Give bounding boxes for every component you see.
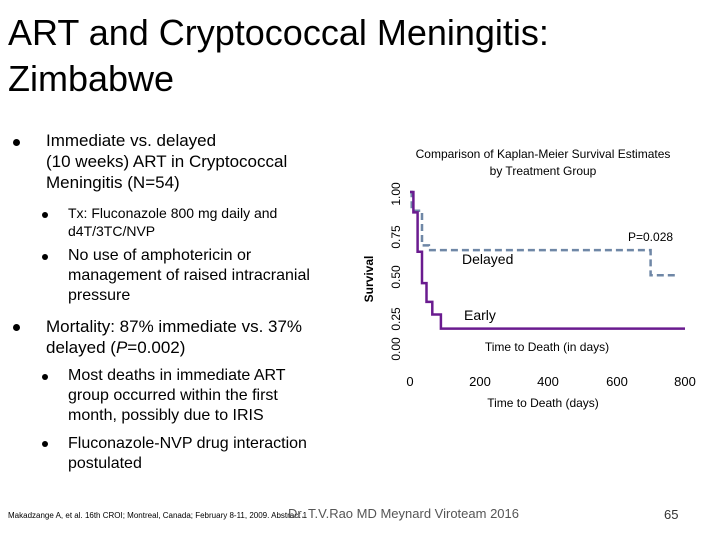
sub-bullet-1-2-line-3: pressure — [68, 287, 131, 304]
sub-bullet-1-2: No use of amphotericin or management of … — [68, 246, 310, 306]
slide-title: ART and Cryptococcal Meningitis: Zimbabw… — [8, 10, 708, 102]
bullet-2-line-2-a: delayed ( — [46, 338, 116, 357]
bullet-2-line-2-c: =0.002) — [127, 338, 186, 357]
y-tick-label: 0.75 — [389, 225, 403, 249]
x-tick-label: 200 — [469, 374, 491, 389]
bullet-2-line-1: Mortality: 87% immediate vs. 37% — [46, 317, 303, 336]
x-tick-label: 600 — [606, 374, 628, 389]
x-tick-labels: 0 200 400 600 800 — [406, 374, 695, 389]
x-tick-label: 0 — [406, 374, 413, 389]
title-line-1: ART and Cryptococcal Meningitis: — [8, 12, 549, 53]
x-tick-label: 800 — [674, 374, 696, 389]
x-axis-inner-label: Time to Death (in days) — [485, 340, 609, 354]
y-tick-label: 1.00 — [389, 182, 403, 206]
series-line-early — [410, 190, 685, 330]
p-value-annotation: P=0.028 — [628, 230, 673, 244]
series-label-early: Early — [464, 307, 496, 323]
sub-bullet-2-1-line-2: group occurred within the first — [68, 387, 278, 404]
title-line-2: Zimbabwe — [8, 58, 175, 99]
sub-bullet-1-1-line-1: Tx: Fluconazole 800 mg daily and — [68, 205, 278, 221]
bullet-1-line-1: Immediate vs. delayed — [46, 131, 217, 150]
bullet-2: Mortality: 87% immediate vs. 37% delayed… — [46, 316, 302, 358]
sub-bullet-2-1-line-3: month, possibly due to IRIS — [68, 407, 264, 424]
bullet-dot — [13, 139, 20, 146]
bullet-dot — [13, 324, 20, 331]
chart-title-line-1: Comparison of Kaplan-Meier Survival Esti… — [416, 147, 671, 161]
bullet-dot — [42, 212, 48, 218]
bullet-dot — [42, 254, 48, 260]
y-tick-label: 0.25 — [389, 307, 403, 331]
page-number: 65 — [664, 507, 679, 522]
chart-title-line-2: by Treatment Group — [490, 164, 597, 178]
sub-bullet-2-2-line-1: Fluconazole-NVP drug interaction — [68, 435, 307, 452]
footer-watermark: Dr. T.V.Rao MD Meynard Viroteam 2016 — [288, 506, 519, 521]
bullet-1-line-2: (10 weeks) ART in Cryptococcal — [46, 152, 288, 171]
sub-bullet-2-2: Fluconazole-NVP drug interaction postula… — [68, 434, 307, 474]
sub-bullet-1-1-line-2: d4T/3TC/NVP — [68, 223, 156, 239]
x-tick-label: 400 — [537, 374, 559, 389]
series-label-delayed: Delayed — [462, 251, 513, 267]
y-tick-label: 0.00 — [389, 337, 403, 361]
bullet-dot — [42, 374, 48, 380]
series-line-delayed — [410, 190, 679, 277]
sub-bullet-2-1-line-1: Most deaths in immediate ART — [68, 367, 286, 384]
bullet-1: Immediate vs. delayed (10 weeks) ART in … — [46, 130, 287, 193]
p-italic: P — [115, 338, 128, 357]
y-tick-labels: 0.00 0.25 0.50 0.75 1.00 — [389, 182, 403, 361]
sub-bullet-2-1: Most deaths in immediate ART group occur… — [68, 366, 286, 426]
bullet-dot — [42, 441, 48, 447]
x-axis-label: Time to Death (days) — [487, 396, 599, 410]
bullet-1-line-3: Meningitis (N=54) — [46, 173, 180, 192]
sub-bullet-1-2-line-1: No use of amphotericin or — [68, 247, 252, 264]
y-axis-label: Survival — [362, 256, 376, 303]
sub-bullet-2-2-line-2: postulated — [68, 455, 142, 472]
footer-reference: Makadzange A, et al. 16th CROI; Montreal… — [8, 511, 308, 520]
y-tick-label: 0.50 — [389, 265, 403, 289]
bullet-2-line-2: delayed (P=0.002) — [46, 337, 302, 358]
sub-bullet-1-2-line-2: management of raised intracranial — [68, 267, 310, 284]
p-value-text: P=0.028 — [628, 230, 673, 244]
sub-bullet-1-1: Tx: Fluconazole 800 mg daily and d4T/3TC… — [68, 204, 277, 240]
